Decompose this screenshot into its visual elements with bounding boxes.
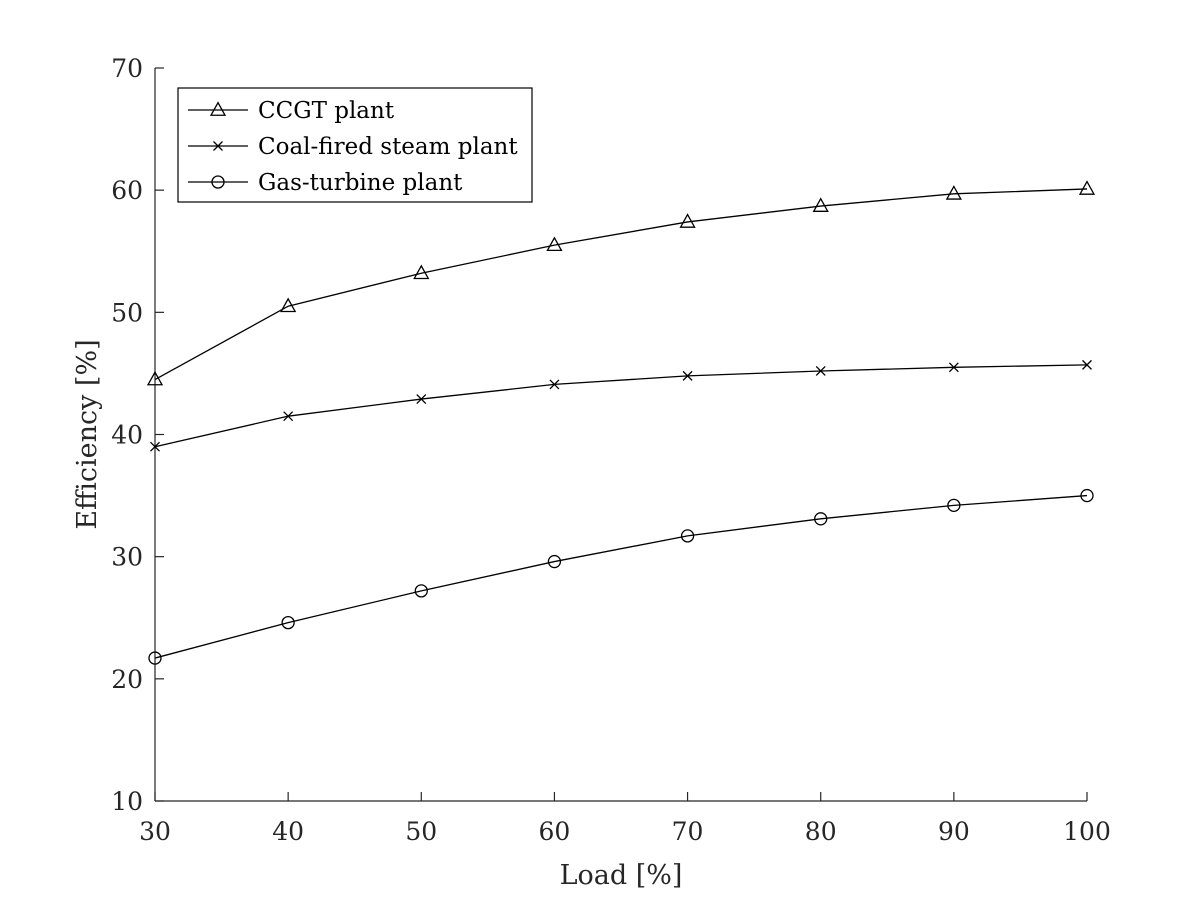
triangle-marker [546, 236, 563, 252]
triangle-marker [812, 197, 829, 212]
y-tick-label: 60 [111, 176, 143, 205]
series-0 [146, 180, 1096, 386]
circle-marker [947, 498, 961, 513]
legend: CCGT plant Coal-fired steam plant Gas-turb… [177, 87, 533, 203]
triangle-marker [413, 264, 430, 280]
legend-box [177, 87, 533, 203]
y-tick-label: 10 [111, 787, 143, 816]
series-2 [148, 488, 1094, 665]
legend-item: Coal-fired steam plant [188, 134, 518, 160]
y-axis-label: Efficiency [%] [72, 339, 103, 529]
x-tick-label: 70 [672, 817, 704, 846]
triangle-marker [1078, 180, 1096, 195]
x-marker [150, 441, 160, 452]
triangle-marker [945, 185, 962, 200]
circle-marker [814, 512, 828, 526]
x-marker [1082, 359, 1092, 370]
x-axis-label: Load [%] [560, 860, 683, 891]
triangle-marker [679, 213, 696, 228]
legend-label: Coal-fired steam plant [258, 134, 518, 160]
legend-item: Gas-turbine plant [188, 170, 463, 196]
y-tick-label: 50 [111, 298, 143, 327]
axes: 10 20 30 40 50 60 70 30 40 50 60 70 80 90 100 [111, 54, 1111, 846]
circle-marker [547, 554, 562, 569]
circle-marker [211, 175, 225, 189]
y-axis-ticks: 10 20 30 40 50 60 70 [111, 54, 164, 816]
x-marker [549, 379, 560, 390]
series-line [154, 188, 1088, 381]
circle-marker [414, 584, 428, 598]
series [146, 180, 1096, 665]
x-marker [948, 362, 959, 373]
circle-marker [680, 529, 695, 543]
legend-label: Gas-turbine plant [258, 170, 463, 196]
x-marker [815, 366, 826, 376]
x-marker [283, 411, 294, 422]
circle-marker [148, 651, 162, 665]
x-tick-label: 80 [805, 817, 837, 846]
y-tick-label: 20 [111, 665, 143, 694]
x-axis-ticks: 30 40 50 60 70 80 90 100 [139, 792, 1111, 846]
x-marker [416, 394, 427, 405]
legend-item: CCGT plant [188, 98, 395, 124]
circle-marker [1080, 488, 1094, 503]
x-tick-label: 50 [405, 817, 437, 846]
x-tick-label: 60 [539, 817, 571, 846]
series-line [154, 364, 1088, 448]
triangle-marker [280, 297, 297, 313]
y-tick-label: 30 [111, 543, 143, 572]
triangle-marker [209, 101, 227, 116]
y-tick-label: 40 [111, 421, 143, 450]
circle-marker [281, 615, 295, 630]
y-tick-label: 70 [111, 54, 143, 83]
x-tick-label: 100 [1063, 817, 1111, 846]
x-tick-label: 40 [272, 817, 304, 846]
x-tick-label: 30 [139, 817, 171, 846]
x-tick-label: 90 [938, 817, 970, 846]
x-marker [213, 141, 223, 151]
series-line [154, 494, 1088, 659]
triangle-marker [146, 370, 164, 386]
legend-items: CCGT plant Coal-fired steam plant Gas-turb… [188, 98, 518, 196]
series-1 [150, 359, 1092, 452]
x-marker [682, 370, 693, 381]
legend-label: CCGT plant [258, 98, 395, 124]
